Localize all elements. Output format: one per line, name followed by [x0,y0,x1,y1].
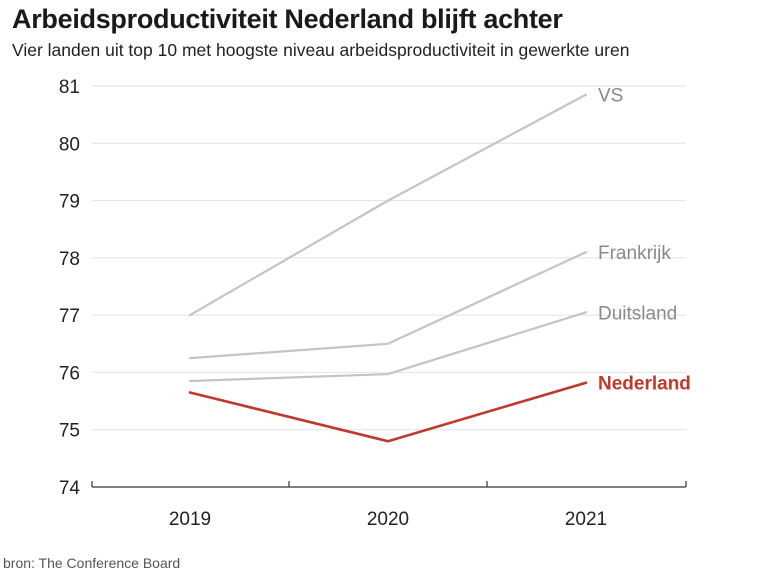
series-line-duitsland [188,311,588,383]
y-tick-label-75: 75 [59,421,80,442]
x-tick-label-2020: 2020 [367,509,409,530]
chart-subtitle: Vier landen uit top 10 met hoogste nivea… [12,40,630,60]
x-axis: 2019 2020 2021 [91,481,687,530]
series-labels: VS Frankrijk Duitsland Nederland [598,86,691,395]
series-label-vs: VS [598,86,623,107]
gridlines [92,85,686,431]
series-label-nederland: Nederland [598,374,691,395]
x-tick-label-2019: 2019 [169,509,211,530]
y-tick-label-74: 74 [59,478,81,499]
series-label-frankrijk: Frankrijk [598,243,671,264]
series-line-vs [188,93,588,317]
series-lines [188,93,588,443]
y-tick-label-77: 77 [59,306,80,327]
series-label-duitsland: Duitsland [598,303,677,324]
series-line-nederland [188,381,588,443]
y-tick-label-81: 81 [59,77,80,98]
chart-title: Arbeidsproductiviteit Nederland blijft a… [12,4,563,34]
x-tick-label-2021: 2021 [565,509,607,530]
source-note: bron: The Conference Board [3,555,181,571]
y-axis-ticks: 74 75 76 77 78 79 80 81 [59,77,81,499]
y-tick-label-78: 78 [59,249,80,270]
y-tick-label-80: 80 [59,134,80,155]
y-tick-label-79: 79 [59,192,80,213]
y-tick-label-76: 76 [59,363,80,384]
series-line-frankrijk [188,251,588,360]
